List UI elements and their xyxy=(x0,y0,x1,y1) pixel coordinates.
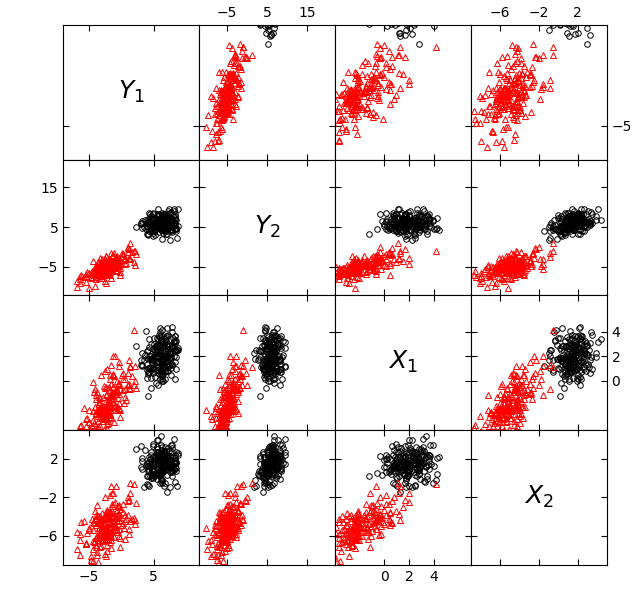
Text: $Y_{1}$: $Y_{1}$ xyxy=(118,79,145,105)
Text: $Y_{2}$: $Y_{2}$ xyxy=(253,214,281,240)
Text: $X_{1}$: $X_{1}$ xyxy=(388,349,418,375)
Text: $X_{2}$: $X_{2}$ xyxy=(524,484,554,510)
